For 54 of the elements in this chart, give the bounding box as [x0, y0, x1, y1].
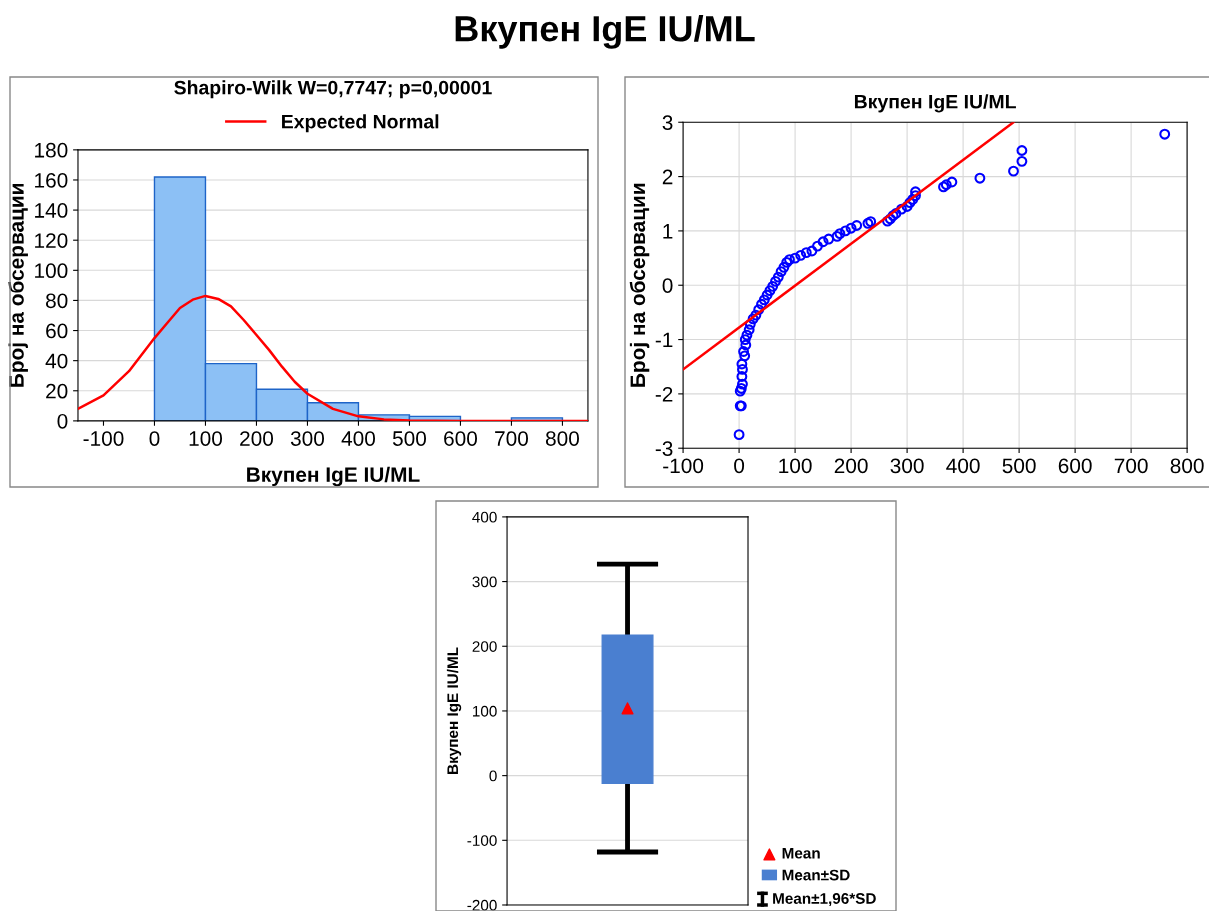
x-tick-label: 700 [495, 431, 529, 446]
y-tick-label: 0 [57, 413, 68, 429]
y-tick-label: 300 [472, 576, 497, 588]
y-tick-label: -100 [467, 835, 497, 846]
legend-label: Expected Normal [282, 114, 439, 133]
y-tick-label: 80 [45, 293, 68, 309]
y-tick-label: 40 [45, 353, 68, 369]
x-axis-title: Вкупен IgE IU/ML [247, 466, 420, 487]
x-tick-label: 400 [341, 431, 376, 446]
x-tick-label: 100 [189, 431, 223, 446]
y-tick-label: -2 [655, 386, 673, 402]
x-tick-label: 800 [1170, 458, 1204, 474]
x-tick-label: 300 [890, 458, 924, 474]
x-tick-label: 800 [545, 431, 580, 446]
y-tick-label: 60 [46, 323, 68, 339]
text: Mean±1,96*SD [773, 893, 876, 907]
y-tick-label: 20 [46, 383, 68, 399]
x-tick-label: 400 [946, 458, 980, 474]
y-tick-label: 120 [35, 233, 68, 248]
chart-title: Shapiro-Wilk W=0,7747; p=0,00001 [174, 80, 492, 99]
y-tick-label: 3 [662, 115, 673, 131]
legend-label: Mean±SD [782, 869, 850, 881]
x-tick-label: 700 [1114, 458, 1148, 474]
y-tick-label: 1 [663, 224, 673, 239]
x-tick-label: 500 [1002, 458, 1036, 474]
x-tick-label: 200 [240, 431, 274, 446]
y-tick-label: -3 [655, 441, 673, 456]
y-tick-label: 100 [473, 705, 497, 717]
x-tick-label: 600 [444, 431, 478, 446]
y-tick-label: 140 [35, 203, 68, 218]
y-axis-title: Број на обсервации [629, 183, 650, 387]
y-tick-label: 100 [35, 263, 68, 279]
y-tick-label: -1 [655, 332, 673, 348]
y-tick-label: 0 [662, 278, 673, 293]
y-axis-title: Број на обсервации [8, 183, 28, 387]
y-tick-label: 180 [35, 142, 68, 158]
x-tick-label: 300 [290, 431, 325, 446]
y-tick-label: 200 [472, 641, 497, 652]
x-tick-label: 0 [149, 431, 160, 446]
chart-title: Вкупен IgE IU/ML [854, 94, 1016, 113]
y-axis-title: Вкупен IgE IU/ML [446, 647, 462, 774]
y-tick-label: 400 [472, 511, 497, 523]
y-tick-label: 160 [35, 172, 68, 188]
x-tick-label: 200 [834, 458, 868, 474]
text: Вкупен IgE IU/ML [455, 14, 755, 49]
x-tick-label: 0 [734, 458, 745, 474]
x-tick-label: 500 [392, 431, 427, 446]
x-tick-label: 600 [1058, 458, 1092, 474]
y-tick-label: 2 [662, 169, 673, 185]
x-tick-label: 100 [779, 458, 812, 474]
y-tick-label: 0 [489, 770, 497, 782]
y-tick-label: -200 [467, 899, 497, 911]
x-tick-label: -100 [83, 431, 124, 446]
legend-label: Mean [782, 847, 820, 859]
